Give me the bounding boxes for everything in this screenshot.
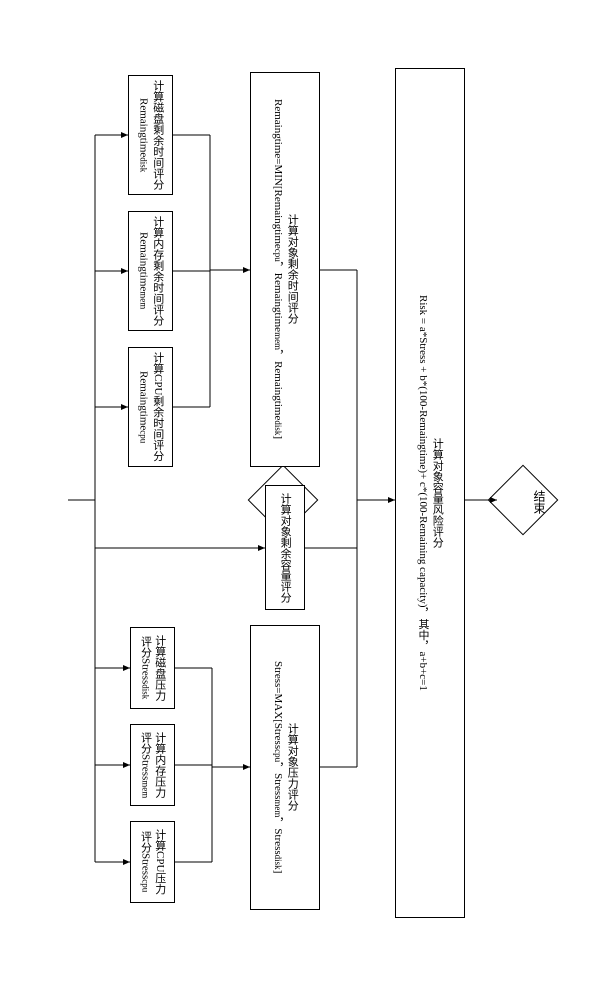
- stress-disk-sub: disk: [141, 685, 151, 700]
- time-mem-sub: mem: [139, 292, 149, 310]
- time-obj-s3: disk: [273, 421, 283, 436]
- time-disk-text: 计算磁盘剩余时间评分Remaingtime: [138, 80, 164, 190]
- time-obj-s2: mem: [273, 333, 283, 351]
- time-mem-node: 计算内存剩余时间评分Remaingtimemem: [128, 211, 173, 331]
- stress-disk-node: 计算磁盘压力评分Stressdisk: [130, 627, 175, 709]
- time-cpu-text: 计算CPU剩余时间评分Remaingtime: [138, 352, 164, 461]
- stress-obj-s3: disk: [273, 855, 283, 870]
- end-label: 结束: [498, 490, 548, 514]
- stress-obj-tail: ]: [272, 870, 284, 874]
- stress-mem-node: 计算内存压力评分Stressmem: [130, 724, 175, 806]
- time-obj-prefix: 计算对象剩余时间评分: [286, 214, 298, 324]
- stress-obj-s1: cpu: [273, 749, 283, 762]
- stress-obj-formula: Stress=MAX[Stress: [272, 661, 284, 749]
- capacity-text: 计算对象剩余容量评分: [278, 493, 292, 603]
- time-obj-m1: ，Remaingtime: [272, 262, 284, 332]
- stress-cpu-sub: cpu: [141, 880, 151, 893]
- time-obj-formula: Remaingtime=MIN[Remaingtime: [272, 99, 284, 249]
- stress-mem-sub: mem: [141, 780, 151, 798]
- risk-prefix: 计算对象容量风险评分: [431, 438, 443, 548]
- time-disk-node: 计算磁盘剩余时间评分Remaingtimedisk: [128, 75, 173, 195]
- stress-obj-m2: ，Stress: [272, 818, 284, 855]
- risk-formula: Risk = a*Stress + b*(100-Remaingtime)+ c…: [417, 295, 429, 691]
- time-obj-m2: ，Remaingtime: [272, 351, 284, 421]
- time-disk-sub: disk: [139, 157, 149, 172]
- stress-cpu-node: 计算CPU压力评分Stresscpu: [130, 821, 175, 903]
- time-obj-s1: cpu: [273, 249, 283, 262]
- stress-obj-node: 计算对象压力评分 Stress=MAX[Stresscpu，Stressmem，…: [250, 625, 320, 910]
- capacity-node: 计算对象剩余容量评分: [265, 485, 305, 610]
- time-cpu-node: 计算CPU剩余时间评分Remaingtimecpu: [128, 347, 173, 467]
- time-cpu-sub: cpu: [139, 430, 149, 443]
- time-obj-tail: ]: [272, 436, 284, 440]
- stress-obj-s2: mem: [273, 800, 283, 818]
- time-obj-node: 计算对象剩余时间评分 Remaingtime=MIN[Remaingtimecp…: [250, 72, 320, 467]
- stress-obj-prefix: 计算对象压力评分: [286, 723, 298, 811]
- risk-node: 计算对象容量风险评分 Risk = a*Stress + b*(100-Rema…: [395, 68, 465, 918]
- stress-obj-m1: ，Stress: [272, 762, 284, 799]
